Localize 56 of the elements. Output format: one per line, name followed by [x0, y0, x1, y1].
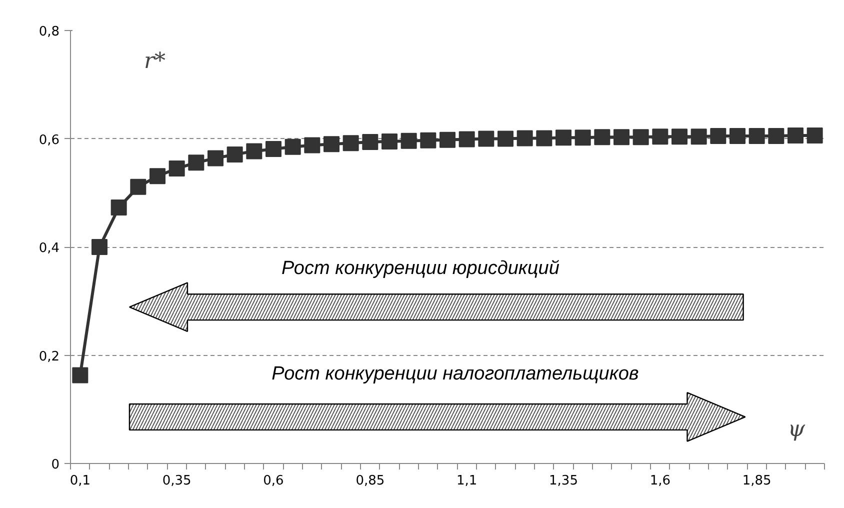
point — [246, 143, 262, 160]
point — [226, 146, 243, 162]
x-tick-label: 1,35 — [549, 474, 578, 488]
x-tick-label: 1,85 — [742, 474, 772, 488]
x-axis-title: ψ — [788, 416, 806, 442]
point — [130, 178, 146, 195]
point — [594, 129, 610, 146]
y-tick-label: 0 — [51, 458, 60, 472]
point — [748, 128, 765, 144]
point — [556, 130, 572, 146]
point — [420, 132, 436, 148]
point — [266, 141, 282, 158]
point — [440, 132, 456, 148]
y-tick-label: 0,6 — [38, 132, 60, 148]
point — [382, 133, 398, 150]
point — [498, 130, 514, 147]
point — [768, 128, 784, 144]
point — [672, 128, 688, 145]
point — [188, 154, 204, 171]
point — [72, 367, 88, 384]
point — [400, 132, 417, 149]
point — [110, 199, 127, 216]
point — [284, 138, 301, 155]
y-tick-label: 0,4 — [38, 241, 60, 256]
point — [516, 130, 533, 146]
point — [478, 130, 494, 147]
point — [788, 128, 804, 144]
annotation: Рост конкуренции юрисдикций — [281, 258, 560, 280]
point — [632, 129, 649, 146]
point — [458, 131, 475, 148]
x-tick-label: 0,1 — [70, 474, 91, 488]
annotation: Рост конкуренции налогоплательщиков — [272, 364, 639, 385]
point — [362, 134, 378, 150]
point — [730, 128, 746, 144]
point — [168, 160, 185, 177]
point — [710, 128, 726, 144]
point — [342, 135, 359, 152]
y-axis-title: r* — [144, 48, 166, 74]
point — [304, 137, 320, 154]
point — [536, 130, 552, 146]
y-tick-label: 0,2 — [38, 349, 60, 364]
point — [690, 128, 707, 145]
x-tick-label: 1,6 — [650, 474, 671, 488]
point — [614, 129, 630, 146]
point — [806, 128, 823, 144]
x-tick-label: 0,6 — [263, 474, 284, 488]
point — [150, 168, 166, 184]
point — [92, 239, 108, 255]
x-tick-label: 0,85 — [356, 474, 385, 488]
x-tick-label: 0,35 — [162, 474, 192, 488]
x-tick-label: 1,1 — [456, 474, 478, 488]
point — [324, 136, 340, 152]
point — [208, 150, 224, 166]
y-tick-label: 0,8 — [38, 24, 60, 40]
point — [652, 128, 668, 145]
point — [574, 130, 591, 146]
